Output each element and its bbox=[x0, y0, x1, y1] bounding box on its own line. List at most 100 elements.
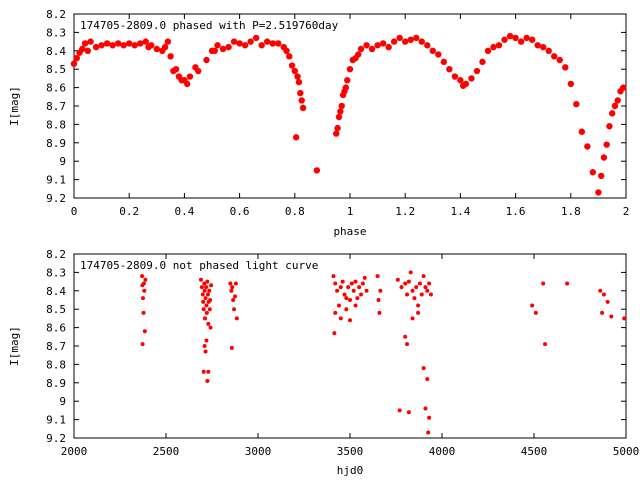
unphased-data-point bbox=[232, 307, 237, 312]
phased-data-point bbox=[413, 34, 420, 42]
unphased-data-point bbox=[204, 338, 209, 343]
phased-data-point bbox=[241, 42, 249, 49]
phased-data-point bbox=[556, 56, 563, 64]
phased-y-axis-label: I[mag] bbox=[8, 86, 21, 126]
unphased-data-point bbox=[206, 321, 211, 326]
phased-data-point bbox=[167, 53, 174, 60]
phased-data-point bbox=[611, 102, 619, 110]
phased-data-point bbox=[172, 66, 180, 73]
phased-data-point bbox=[299, 104, 307, 112]
unphased-data-point bbox=[377, 310, 382, 315]
unphased-data-point bbox=[229, 288, 234, 293]
unphased-data-point bbox=[423, 285, 428, 290]
unphased-data-point bbox=[364, 288, 369, 293]
unphased-data-point bbox=[427, 281, 432, 286]
phased-data-point bbox=[595, 189, 602, 196]
phased-data-point bbox=[338, 102, 345, 110]
unphased-data-point bbox=[338, 285, 343, 290]
unphased-data-point bbox=[376, 298, 381, 302]
unphased-data-point bbox=[233, 281, 238, 286]
phased-data-point bbox=[214, 42, 221, 49]
phased-data-point bbox=[597, 172, 605, 180]
unphased-y-tick-label: 9.2 bbox=[46, 432, 66, 445]
unphased-y-tick-label: 9.1 bbox=[46, 414, 66, 427]
phased-data-point bbox=[545, 47, 552, 54]
phased-x-tick-label: 1.6 bbox=[506, 205, 526, 218]
phased-data-point bbox=[609, 110, 616, 117]
unphased-data-point bbox=[622, 316, 627, 321]
unphased-data-point bbox=[425, 377, 430, 382]
unphased-data-point bbox=[405, 342, 410, 347]
phased-data-point bbox=[153, 45, 160, 53]
unphased-data-point bbox=[412, 296, 417, 301]
unphased-data-point bbox=[198, 277, 203, 282]
unphased-data-point bbox=[208, 298, 213, 302]
phased-data-point bbox=[606, 123, 613, 130]
unphased-data-point bbox=[205, 292, 210, 297]
phased-data-point bbox=[506, 32, 514, 40]
phased-x-tick-label: 0.8 bbox=[285, 205, 305, 218]
phased-data-point bbox=[219, 45, 227, 53]
phased-data-point bbox=[275, 40, 282, 47]
phased-data-point bbox=[334, 124, 341, 132]
phased-data-point bbox=[114, 40, 122, 47]
phased-y-tick-label: 8.7 bbox=[46, 100, 66, 113]
unphased-data-point bbox=[601, 292, 606, 297]
phased-data-point bbox=[540, 43, 547, 51]
phased-data-point bbox=[87, 38, 94, 45]
unphased-data-point bbox=[228, 281, 233, 286]
phased-data-point bbox=[528, 36, 536, 43]
phased-data-point bbox=[342, 84, 350, 91]
phased-x-tick-label: 0 bbox=[71, 205, 78, 218]
phased-data-point bbox=[161, 43, 169, 51]
unphased-x-tick-label: 4000 bbox=[429, 445, 456, 458]
phased-x-tick-label: 0.2 bbox=[119, 205, 139, 218]
phased-data-point bbox=[203, 56, 210, 64]
unphased-data-point bbox=[405, 292, 410, 297]
phased-data-point bbox=[283, 47, 290, 54]
unphased-data-point bbox=[421, 366, 426, 371]
phased-data-point bbox=[297, 89, 304, 97]
unphased-data-point bbox=[426, 430, 431, 435]
phased-data-point bbox=[614, 97, 621, 104]
unphased-y-tick-label: 9 bbox=[59, 395, 66, 408]
unphased-data-point bbox=[360, 281, 365, 286]
phased-data-point bbox=[512, 34, 519, 42]
unphased-x-tick-label: 3000 bbox=[245, 445, 272, 458]
unphased-data-point bbox=[234, 316, 239, 321]
phased-x-tick-label: 1 bbox=[347, 205, 354, 218]
unphased-x-tick-label: 4500 bbox=[521, 445, 548, 458]
phased-data-point bbox=[562, 64, 569, 71]
unphased-data-point bbox=[231, 298, 236, 302]
unphased-data-point bbox=[203, 349, 208, 354]
unphased-data-point bbox=[605, 299, 610, 304]
unphased-data-point bbox=[355, 296, 360, 301]
unphased-data-point bbox=[336, 303, 341, 308]
unphased-y-axis-label: I[mag] bbox=[8, 326, 21, 366]
unphased-data-point bbox=[414, 285, 419, 290]
unphased-data-point bbox=[399, 285, 404, 290]
unphased-data-point bbox=[344, 307, 349, 312]
unphased-data-point bbox=[408, 270, 413, 275]
unphased-data-point bbox=[140, 274, 145, 279]
phased-data-point bbox=[109, 42, 116, 49]
phased-y-tick-label: 8.4 bbox=[46, 45, 66, 58]
unphased-data-point bbox=[348, 318, 352, 323]
unphased-data-point bbox=[565, 281, 570, 286]
phased-light-curve-panel: 174705-2809.0 phased with P=2.519760day … bbox=[8, 8, 629, 238]
phased-data-point bbox=[148, 42, 155, 49]
phased-data-point bbox=[584, 143, 591, 150]
phased-data-point bbox=[418, 38, 425, 45]
unphased-data-point bbox=[141, 296, 145, 301]
phased-data-point bbox=[98, 42, 105, 49]
phased-data-point bbox=[424, 42, 431, 49]
phased-data-point bbox=[120, 42, 127, 49]
phased-data-point bbox=[70, 60, 78, 67]
phased-data-point bbox=[551, 53, 558, 60]
unphased-x-ticks: 2000 2500 3000 3500 4000 4500 5000 bbox=[61, 254, 639, 458]
phased-data-point bbox=[264, 38, 271, 45]
phased-data-point bbox=[446, 66, 453, 73]
unphased-data-point bbox=[410, 288, 415, 293]
phased-data-point bbox=[374, 42, 381, 49]
phased-data-point bbox=[295, 78, 303, 86]
